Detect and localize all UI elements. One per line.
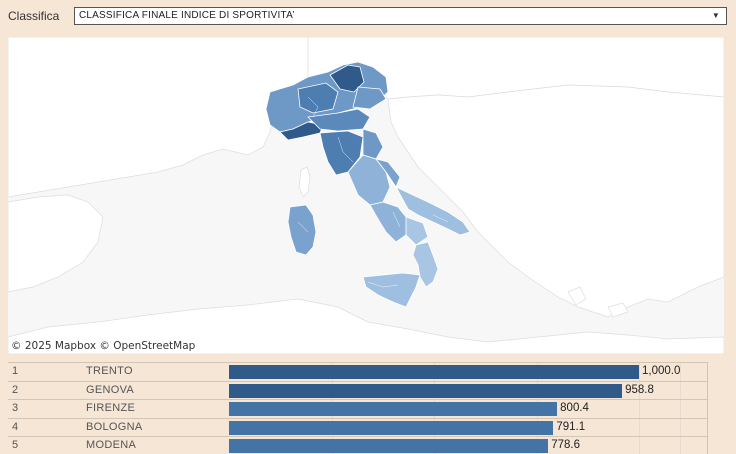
region-marche[interactable]: [362, 128, 384, 160]
region-calabria[interactable]: [412, 241, 439, 288]
city-cell: MODENA: [86, 439, 137, 451]
table-right-border: [707, 362, 708, 454]
score-bar[interactable]: [229, 420, 554, 435]
surrounding-land: [8, 37, 724, 354]
score-value: 778.6: [551, 439, 580, 451]
province-borders: [297, 96, 449, 288]
dropdown-value: CLASSIFICA FINALE INDICE DI SPORTIVITA’: [79, 10, 295, 21]
ranking-table: 1 TRENTO 1,000.0 2 GENOVA 958.8 3 FIRENZE 800.4 4…: [8, 362, 708, 454]
region-campania[interactable]: [369, 201, 411, 243]
region-sicilia[interactable]: [362, 272, 421, 308]
city-cell: GENOVA: [86, 383, 135, 396]
score-bar[interactable]: [229, 383, 623, 398]
table-row[interactable]: 4 BOLOGNA 791.1: [8, 417, 708, 436]
score-value: 800.4: [560, 402, 589, 414]
table-row[interactable]: 2 GENOVA 958.8: [8, 380, 708, 399]
filter-label: Classifica: [8, 9, 60, 23]
region-sardegna[interactable]: [287, 204, 317, 256]
city-cell: BOLOGNA: [86, 420, 143, 433]
region-basilicata[interactable]: [405, 216, 429, 246]
score-value: 791.1: [556, 420, 586, 433]
chevron-down-icon[interactable]: ▼: [711, 11, 720, 20]
score-value: 1,000.0: [642, 365, 681, 377]
gridline: [680, 362, 681, 454]
map-attribution[interactable]: © 2025 Mapbox © OpenStreetMap: [11, 340, 196, 352]
table-row[interactable]: 1 TRENTO 1,000.0: [8, 362, 708, 380]
italy-regions: [265, 61, 471, 308]
region-emilia[interactable]: [307, 108, 371, 132]
region-trentino[interactable]: [329, 64, 365, 93]
city-cell: FIRENZE: [86, 402, 136, 414]
score-value: 958.8: [625, 383, 654, 396]
region-puglia[interactable]: [395, 186, 471, 236]
region-veneto[interactable]: [352, 86, 387, 110]
map-view[interactable]: © 2025 Mapbox © OpenStreetMap: [8, 37, 724, 354]
italy-map-svg: [8, 37, 724, 354]
score-bar[interactable]: [229, 365, 639, 379]
gridline: [639, 362, 640, 454]
city-cell: TRENTO: [86, 365, 133, 377]
rank-cell: 4: [12, 420, 19, 433]
table-row[interactable]: 3 FIRENZE 800.4: [8, 399, 708, 417]
score-bar[interactable]: [229, 402, 558, 416]
classifica-dropdown[interactable]: CLASSIFICA FINALE INDICE DI SPORTIVITA’ …: [74, 7, 727, 25]
rank-cell: 3: [12, 402, 19, 414]
rank-cell: 5: [12, 439, 19, 451]
rank-cell: 1: [12, 365, 19, 377]
region-abruzzo[interactable]: [374, 158, 401, 188]
score-bar[interactable]: [229, 439, 549, 453]
region-lombardia[interactable]: [297, 82, 339, 114]
table-row[interactable]: 5 MODENA 778.6: [8, 436, 708, 454]
region-umbria-lazio[interactable]: [347, 154, 391, 206]
rank-cell: 2: [12, 383, 19, 396]
